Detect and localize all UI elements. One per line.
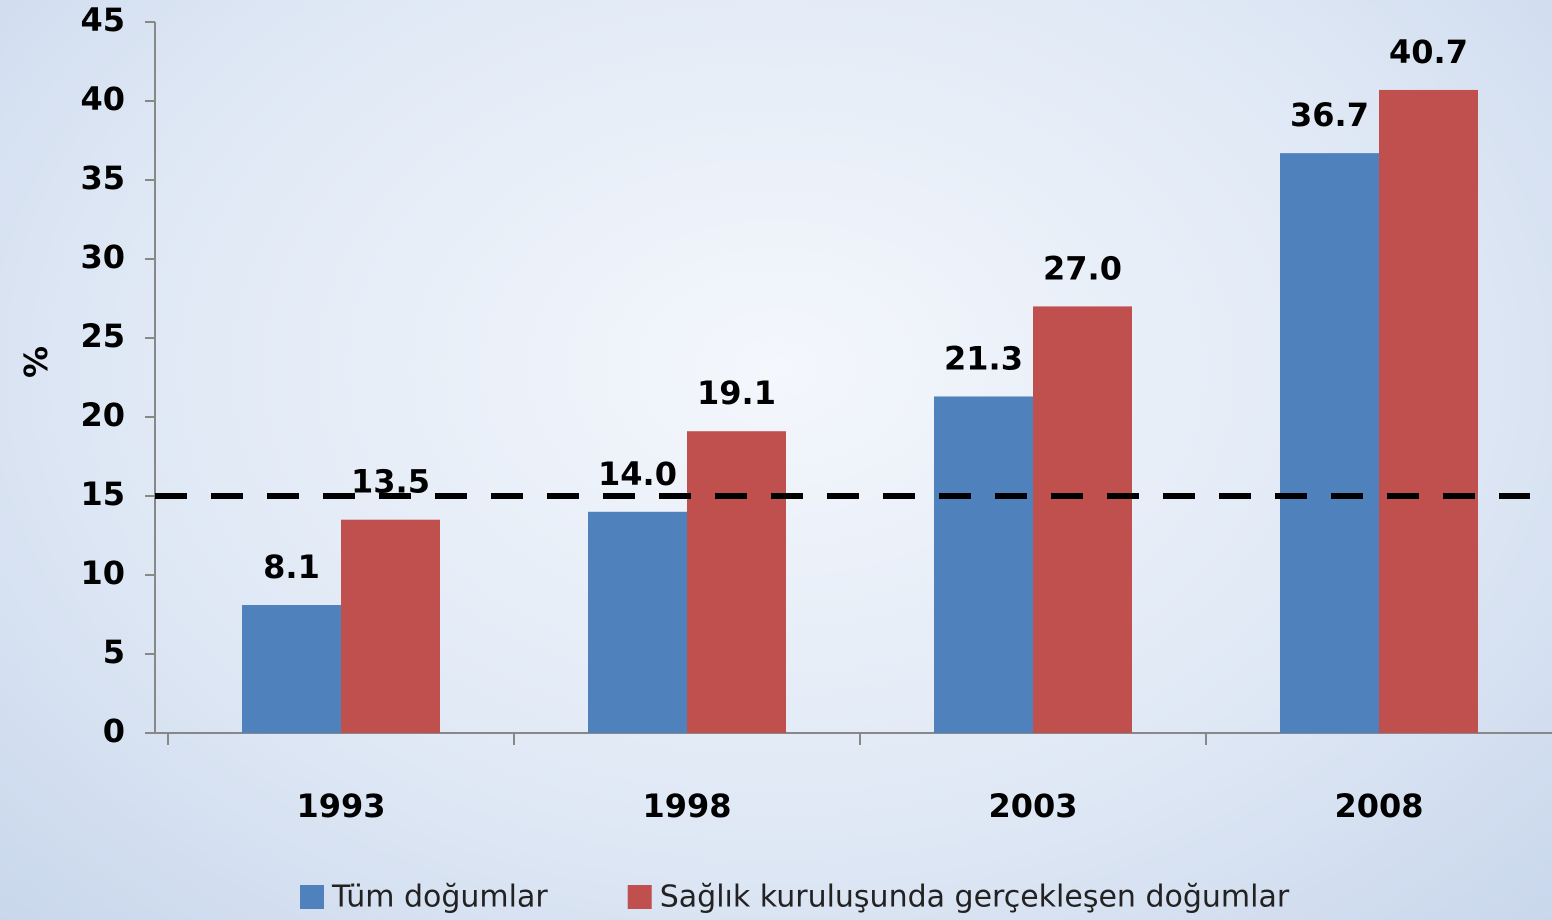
x-tick-label: 1993 [296, 787, 385, 825]
y-tick-label: 30 [80, 238, 125, 276]
bar [588, 512, 687, 733]
y-tick-label: 10 [80, 554, 125, 592]
value-label: 40.7 [1389, 33, 1468, 71]
y-tick-label: 5 [103, 633, 125, 671]
y-tick-label: 40 [80, 80, 125, 118]
x-tick-label: 2003 [988, 787, 1077, 825]
legend-label: Tüm doğumlar [331, 880, 548, 915]
y-tick-label: 35 [80, 159, 125, 197]
y-tick-label: 15 [80, 475, 125, 513]
bar [1280, 153, 1379, 733]
y-axis-label: % [17, 346, 55, 378]
bar [1033, 306, 1132, 733]
chart: % 0 5 10 15 20 25 30 35 40 45 1993 1998 2003 2008 8.1 1… [0, 0, 1552, 920]
x-tick-label: 1998 [642, 787, 731, 825]
bar [687, 431, 786, 733]
legend-label: Sağlık kuruluşunda gerçekleşen doğumlar [660, 880, 1290, 915]
bar [934, 396, 1033, 733]
value-label: 36.7 [1290, 96, 1369, 134]
y-tick-label: 45 [80, 1, 125, 39]
bar [242, 605, 341, 733]
legend-swatch [628, 885, 652, 909]
value-label: 27.0 [1043, 249, 1122, 287]
y-tick-label: 0 [103, 712, 125, 750]
bar [341, 520, 440, 733]
value-label: 8.1 [263, 548, 320, 586]
x-tick-label: 2008 [1334, 787, 1423, 825]
value-label: 19.1 [697, 374, 776, 412]
legend-swatch [300, 885, 324, 909]
bar [1379, 90, 1478, 733]
value-label: 14.0 [598, 455, 677, 493]
y-tick-label: 25 [80, 317, 125, 355]
value-label: 21.3 [944, 339, 1023, 377]
y-tick-label: 20 [80, 396, 125, 434]
